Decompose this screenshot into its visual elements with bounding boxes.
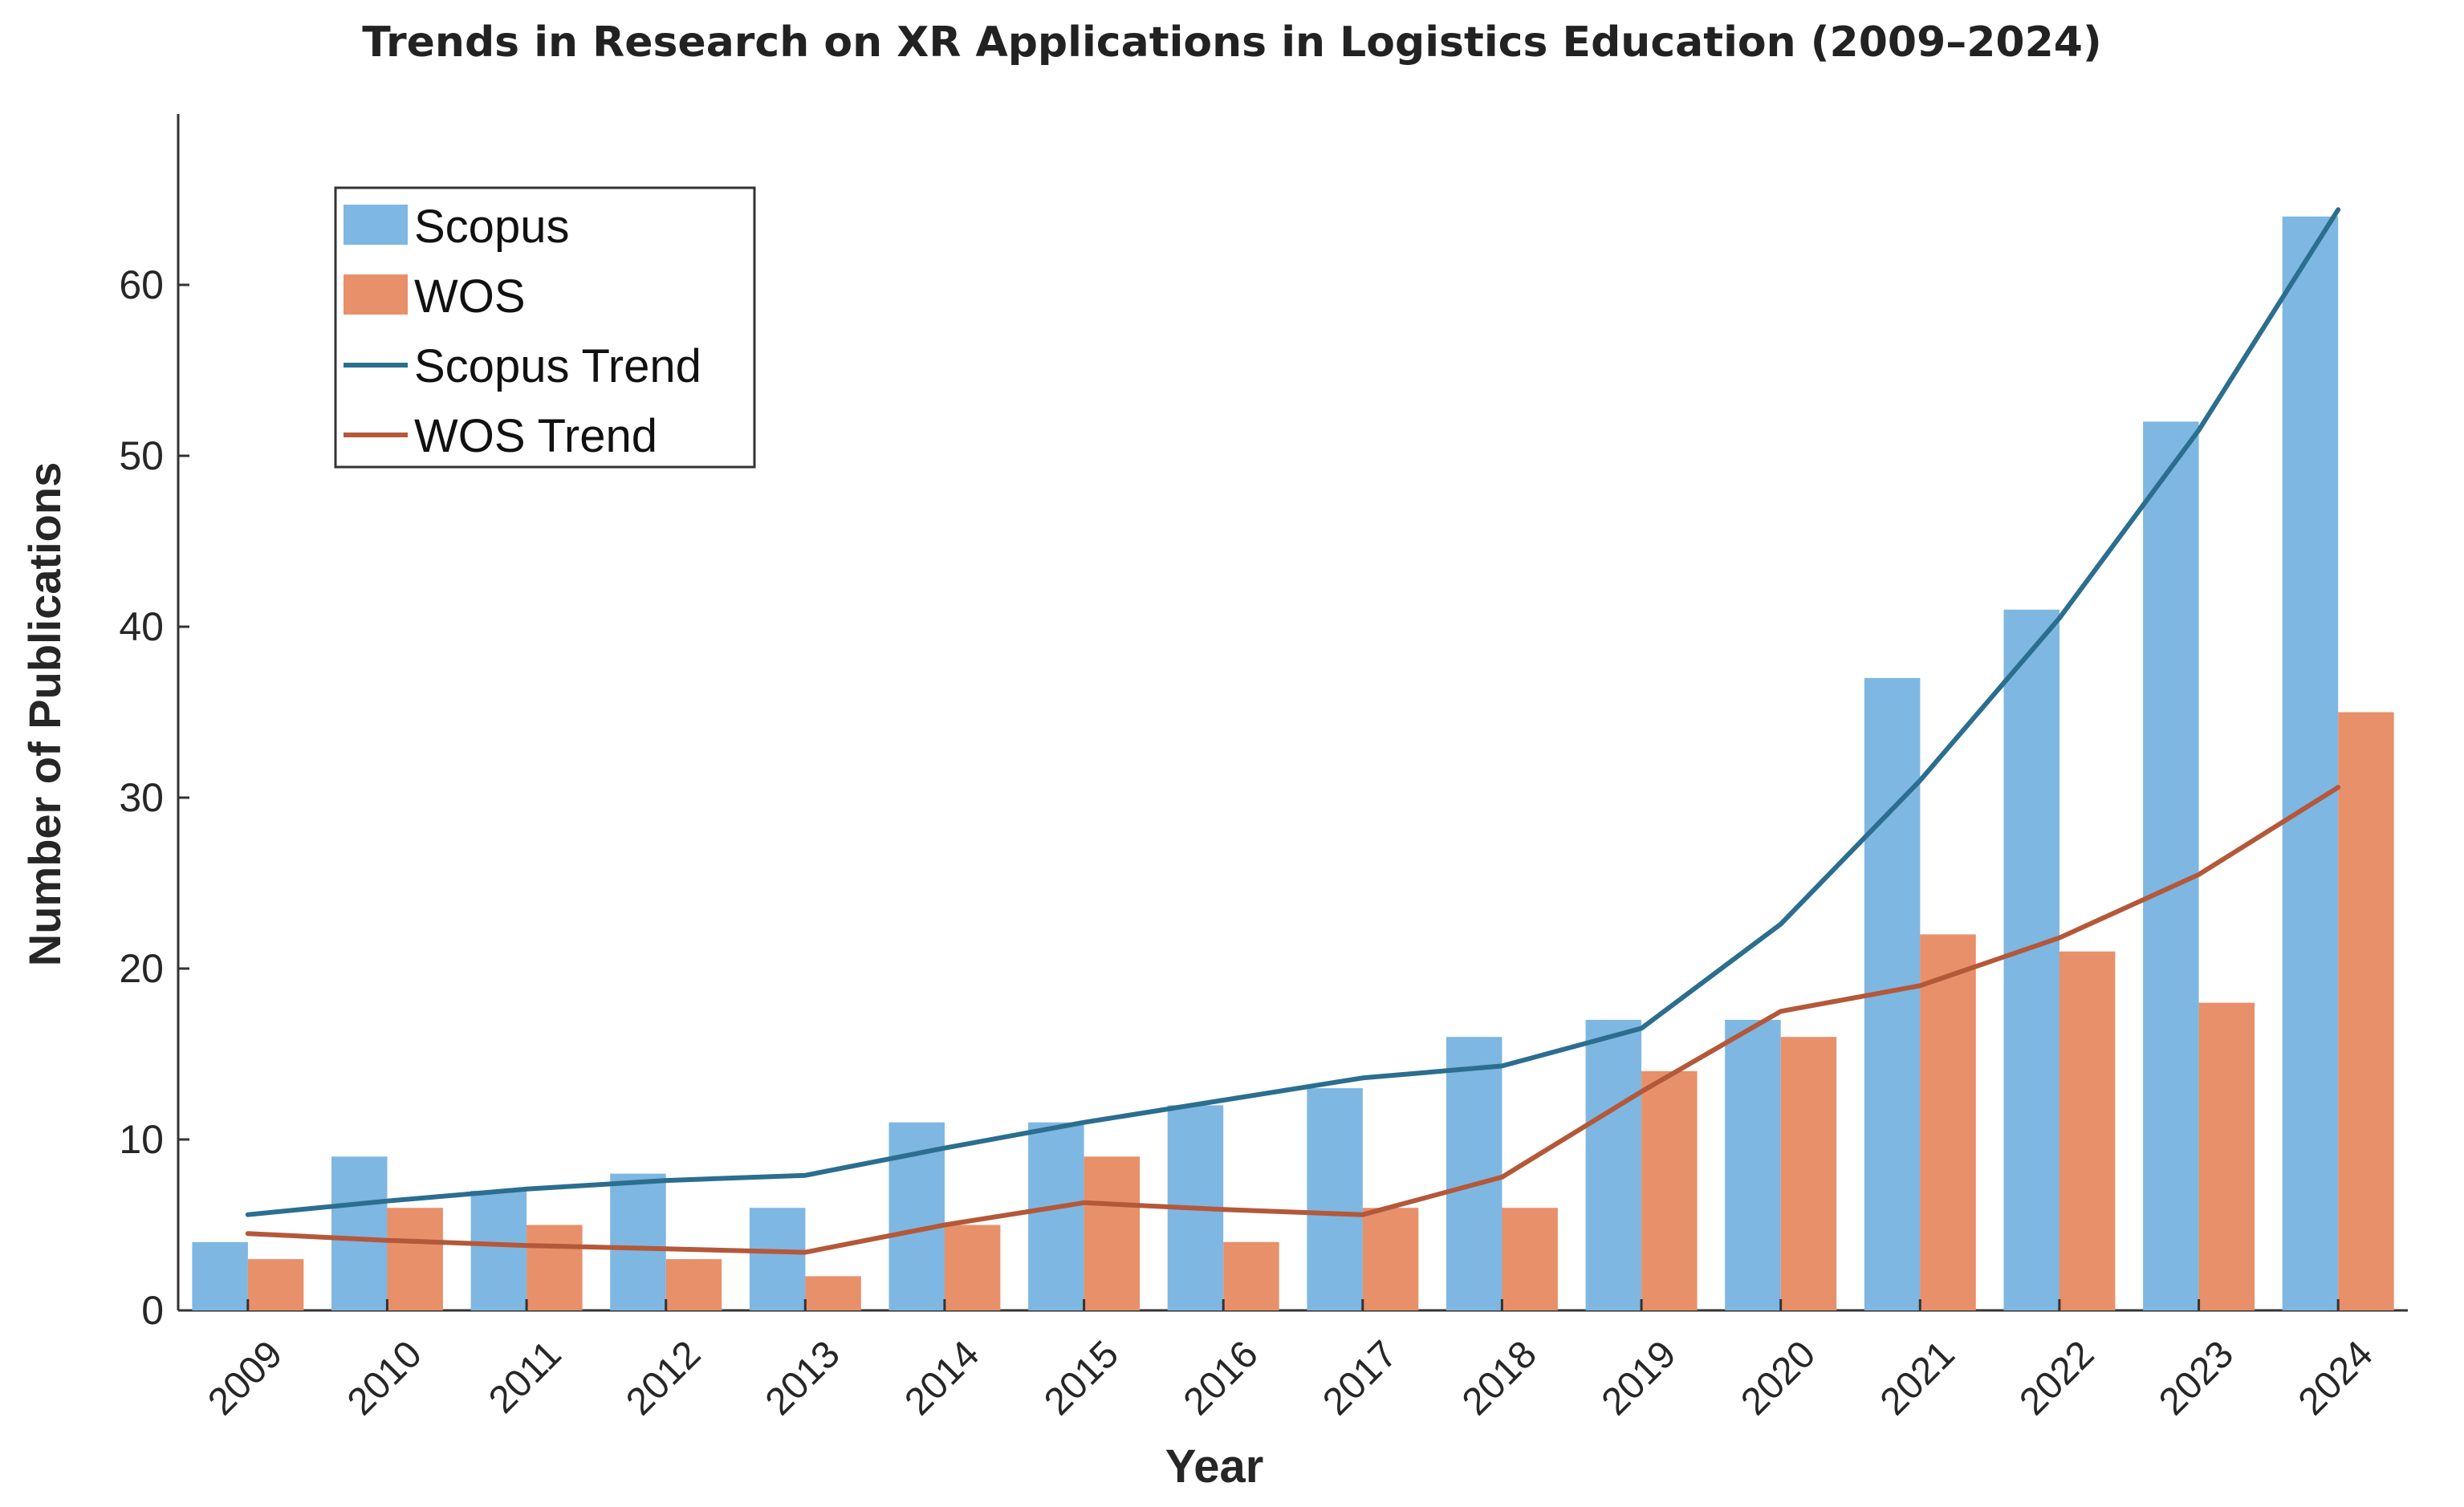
chart-title: Trends in Research on XR Applications in… <box>362 18 2102 67</box>
bar-scopus-2019 <box>1585 1019 1642 1310</box>
bar-scopus-2012 <box>610 1173 666 1310</box>
line-wos-trend <box>245 785 2341 1255</box>
bar-wos-2021 <box>1920 934 1976 1310</box>
bar-wos-2024 <box>2338 712 2394 1310</box>
x-tick-label-2012: 2012 <box>618 1333 709 1424</box>
bar-scopus-2013 <box>749 1208 806 1310</box>
x-ticks-group: 2009 2010 2011 2012 2013 2014 2015 2016 2017 2018… <box>200 1299 2381 1424</box>
x-tick-label-2011: 2011 <box>481 1333 569 1421</box>
x-tick-label-2021: 2021 <box>1872 1333 1963 1424</box>
bar-wos-2009 <box>247 1259 304 1310</box>
bar-scopus-2009 <box>192 1241 248 1310</box>
x-tick-label-2009: 2009 <box>200 1333 291 1424</box>
x-tick-label-2022: 2022 <box>2011 1333 2102 1424</box>
bar-wos-2013 <box>805 1276 861 1310</box>
legend-swatch-scopus <box>344 205 408 245</box>
bar-wos-2014 <box>944 1225 1001 1310</box>
bar-wos-2017 <box>1362 1208 1419 1310</box>
legend: Scopus WOS Scopus Trend WOS Trend <box>334 186 756 469</box>
y-tick-label-30: 30 <box>119 775 164 820</box>
bars-group <box>192 216 2394 1310</box>
x-tick-label-2014: 2014 <box>897 1333 987 1424</box>
bar-scopus-2024 <box>2282 216 2339 1310</box>
x-tick-label-2017: 2017 <box>1315 1333 1405 1424</box>
legend-label-scopus: Scopus <box>414 201 569 253</box>
legend-label-wos: WOS <box>414 270 526 323</box>
x-tick-label-2024: 2024 <box>2291 1333 2381 1424</box>
x-tick-label-2020: 2020 <box>1733 1333 1824 1424</box>
x-tick-label-2016: 2016 <box>1176 1333 1267 1424</box>
y-tick-label-60: 60 <box>119 262 164 307</box>
bar-wos-2015 <box>1084 1156 1141 1310</box>
y-tick-label-20: 20 <box>119 946 164 991</box>
legend-swatch-wos <box>344 274 408 315</box>
bar-wos-2011 <box>527 1225 583 1310</box>
x-tick-label-2018: 2018 <box>1454 1333 1545 1424</box>
bar-wos-2022 <box>2059 951 2116 1310</box>
x-axis-title: Year <box>1165 1440 1264 1493</box>
bar-wos-2012 <box>665 1259 722 1310</box>
x-tick-label-2015: 2015 <box>1036 1333 1127 1424</box>
bar-scopus-2020 <box>1725 1019 1781 1310</box>
y-tick-label-0: 0 <box>141 1288 164 1333</box>
y-tick-label-10: 10 <box>119 1117 164 1162</box>
x-tick-label-2019: 2019 <box>1594 1333 1685 1424</box>
bar-wos-2018 <box>1502 1208 1558 1310</box>
x-tick-label-2010: 2010 <box>340 1333 430 1424</box>
bar-wos-2016 <box>1223 1241 1279 1310</box>
x-tick-label-2013: 2013 <box>758 1333 848 1424</box>
trend-lines-group <box>245 207 2341 1255</box>
bar-scopus-2018 <box>1446 1037 1502 1310</box>
bar-wos-2020 <box>1780 1037 1837 1310</box>
bar-scopus-2022 <box>2003 609 2059 1310</box>
bar-scopus-2017 <box>1307 1088 1363 1310</box>
bar-scopus-2023 <box>2143 421 2199 1310</box>
bar-wos-2019 <box>1641 1070 1698 1310</box>
y-axis-title: Number of Publications <box>19 462 70 967</box>
legend-label-wos-trend: WOS Trend <box>414 410 657 462</box>
bar-scopus-2011 <box>470 1190 527 1310</box>
line-scopus-trend <box>245 207 2341 1217</box>
bar-scopus-2015 <box>1028 1122 1084 1310</box>
y-tick-label-50: 50 <box>119 433 164 478</box>
bar-wos-2010 <box>387 1208 443 1310</box>
y-ticks-group: 0 10 20 30 40 50 60 <box>119 262 189 1333</box>
bar-scopus-2010 <box>331 1156 388 1310</box>
legend-label-scopus-trend: Scopus Trend <box>414 340 701 392</box>
y-tick-label-40: 40 <box>119 604 164 649</box>
bar-wos-2023 <box>2198 1002 2255 1310</box>
x-tick-label-2023: 2023 <box>2151 1333 2242 1424</box>
